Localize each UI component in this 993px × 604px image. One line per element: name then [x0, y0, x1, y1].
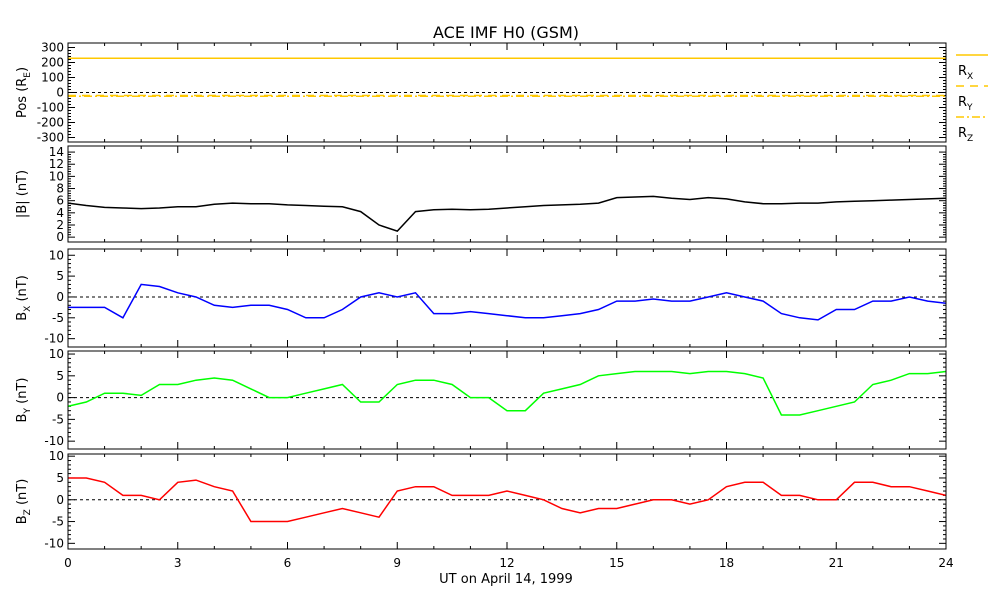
y-tick-label: -5	[52, 412, 64, 426]
x-tick-label: 3	[174, 556, 182, 570]
y-tick-label: 100	[41, 71, 64, 85]
y-tick-label: -10	[44, 332, 64, 346]
y-tick-label: -5	[52, 515, 64, 529]
y-tick-label: 12	[49, 157, 64, 171]
x-tick-label: 0	[64, 556, 72, 570]
x-tick-label: 24	[938, 556, 953, 570]
y-tick-label: 2	[56, 218, 64, 232]
panel-3: 10 5 0 -5 -10 BX (nT)	[15, 248, 947, 348]
y-tick-label: 0	[56, 493, 64, 507]
y-tick-label: -200	[37, 116, 64, 130]
legend-label: RZ	[958, 126, 973, 144]
legend-label: RY	[958, 95, 973, 113]
series-line-by	[68, 370, 946, 416]
y-tick-label: 10	[49, 248, 64, 262]
y-tick-label: 300	[41, 41, 64, 55]
y-axis-label: Pos (RE)	[15, 67, 33, 118]
y-tick-label: 8	[56, 182, 64, 196]
y-axis-label: BY (nT)	[15, 378, 33, 423]
y-tick-label: 5	[56, 269, 64, 283]
x-tick-label: 6	[284, 556, 292, 570]
x-tick-label: 18	[719, 556, 734, 570]
x-axis-label: UT on April 14, 1999	[439, 572, 573, 587]
panel-frame	[67, 350, 947, 450]
panel-frame	[67, 248, 947, 348]
panel-5: 10 5 0 -5 -10 BZ (nT)	[15, 449, 947, 550]
y-tick-label: 0	[56, 290, 64, 304]
y-tick-label: 14	[49, 145, 64, 159]
y-tick-label: 6	[56, 194, 64, 208]
y-tick-label: 10	[49, 449, 64, 463]
y-tick-label: 200	[41, 56, 64, 70]
y-tick-label: -10	[44, 434, 64, 448]
y-tick-label: 5	[56, 369, 64, 383]
chart-title: ACE IMF H0 (GSM)	[433, 23, 579, 42]
x-tick-label: 21	[829, 556, 844, 570]
panel-4: 10 5 0 -5 -10 BY (nT)	[15, 347, 947, 450]
x-tick-label: 12	[499, 556, 514, 570]
y-tick-label: 10	[49, 347, 64, 361]
y-tick-label: -5	[52, 311, 64, 325]
y-tick-label: -10	[44, 536, 64, 550]
panel-frame	[67, 42, 947, 143]
x-tick-label: 15	[609, 556, 624, 570]
legend: RX RY RZ	[956, 54, 988, 144]
legend-label: RX	[958, 64, 973, 82]
series-line-bz	[68, 477, 946, 523]
series-line-b	[68, 195, 946, 232]
y-tick-label: 0	[56, 86, 64, 100]
y-tick-label: 10	[49, 169, 64, 183]
x-tick-label: 9	[393, 556, 401, 570]
y-tick-label: -300	[37, 131, 64, 145]
y-axis-label: BX (nT)	[15, 275, 33, 321]
panel-frame	[67, 145, 947, 243]
series-line-bx	[68, 283, 946, 321]
y-axis-label: |B| (nT)	[15, 170, 30, 218]
y-axis-label: BZ (nT)	[15, 479, 33, 525]
y-tick-label: 4	[56, 206, 64, 220]
y-tick-label: 5	[56, 471, 64, 485]
y-tick-label: 0	[56, 230, 64, 244]
panel-frame	[67, 453, 947, 550]
y-tick-label: -100	[37, 101, 64, 115]
y-tick-label: 0	[56, 391, 64, 405]
